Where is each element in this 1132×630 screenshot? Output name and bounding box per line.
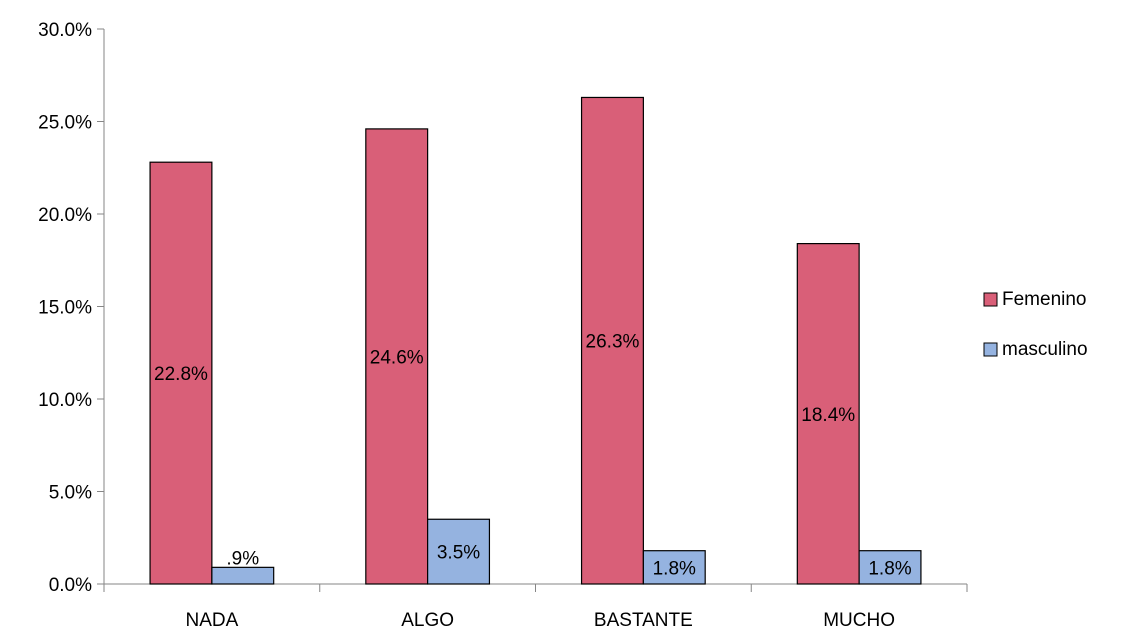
bar-femenino-bastante <box>580 96 644 585</box>
data-labels: 22.8% 24.6% 26.3% 18.4% .9% 3.5% 1.8% 1.8% <box>154 332 912 580</box>
data-label: 26.3% <box>586 332 640 353</box>
x-category-label: NADA <box>185 610 238 630</box>
legend: Femenino masculino <box>983 289 1088 360</box>
y-tick-label: 0.0% <box>49 575 92 596</box>
data-label: 24.6% <box>370 347 424 368</box>
bar-femenino-algo <box>365 128 429 585</box>
data-label: .9% <box>226 548 259 569</box>
y-tick-label: 25.0% <box>38 113 92 134</box>
data-label: 22.8% <box>154 364 208 385</box>
data-label: 18.4% <box>801 405 855 426</box>
bar-masculino-mucho <box>858 550 922 585</box>
y-tick-label: 15.0% <box>38 298 92 319</box>
legend-label-masculino: masculino <box>1002 339 1088 360</box>
y-tick-label: 20.0% <box>38 205 92 226</box>
legend-label-femenino: Femenino <box>1002 289 1087 310</box>
bar-masculino-algo <box>427 518 491 585</box>
y-tick-label: 30.0% <box>38 20 92 41</box>
x-axis: NADA ALGO BASTANTE MUCHO <box>103 583 968 630</box>
legend-swatch-femenino <box>983 292 998 307</box>
legend-swatch-masculino <box>983 342 998 357</box>
x-category-label: ALGO <box>401 610 454 630</box>
y-tick-label: 5.0% <box>49 483 92 504</box>
bar-femenino-nada <box>149 161 213 585</box>
bars <box>149 96 922 585</box>
x-category-label: BASTANTE <box>594 610 693 630</box>
data-label: 1.8% <box>868 558 911 579</box>
x-category-label: MUCHO <box>823 610 895 630</box>
y-tick-label: 10.0% <box>38 390 92 411</box>
bar-femenino-mucho <box>796 243 860 585</box>
y-axis: 0.0% 5.0% 10.0% 15.0% 20.0% 25.0% 30.0% <box>38 20 105 596</box>
bar-masculino-nada <box>211 566 275 585</box>
bar-masculino-bastante <box>642 550 706 585</box>
data-label: 3.5% <box>437 543 480 564</box>
data-label: 1.8% <box>653 558 696 579</box>
